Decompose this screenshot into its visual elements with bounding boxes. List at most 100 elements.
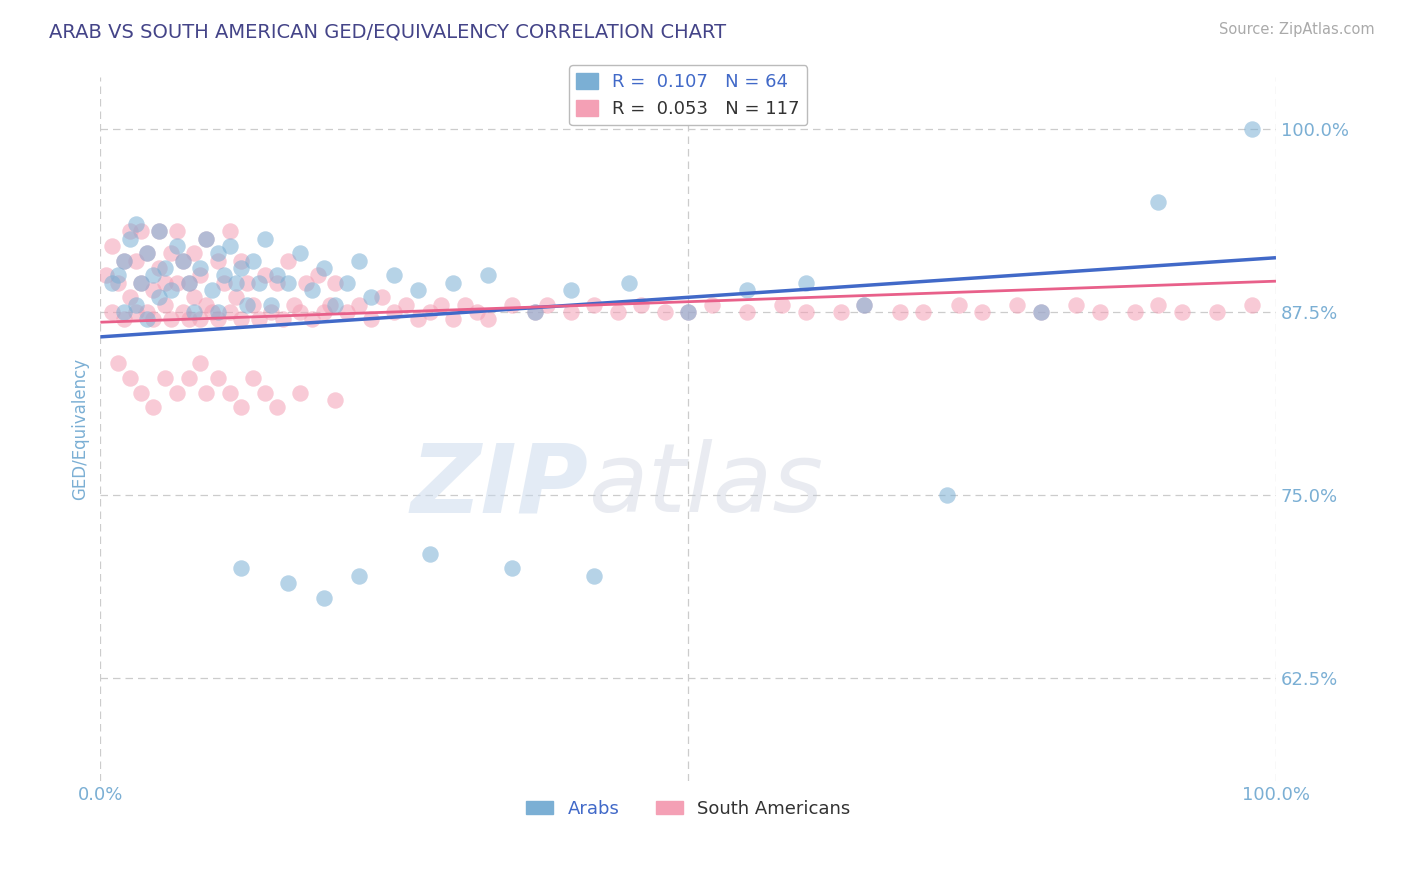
Point [131, 276, 153, 290]
Point [172, 253, 194, 268]
Point [207, 312, 229, 326]
Point [207, 253, 229, 268]
Point [160, 283, 183, 297]
Point [948, 298, 970, 312]
Point [1206, 305, 1229, 319]
Point [148, 224, 170, 238]
Point [231, 312, 253, 326]
Point [583, 298, 606, 312]
Point [283, 298, 305, 312]
Point [136, 246, 159, 260]
Point [307, 268, 329, 283]
Point [406, 312, 429, 326]
Point [183, 290, 205, 304]
Point [1123, 305, 1146, 319]
Point [1241, 298, 1264, 312]
Point [325, 392, 347, 407]
Point [166, 276, 188, 290]
Point [166, 239, 188, 253]
Point [236, 298, 259, 312]
Point [207, 371, 229, 385]
Point [676, 305, 699, 319]
Point [277, 276, 299, 290]
Point [195, 385, 218, 400]
Point [188, 260, 211, 275]
Text: Source: ZipAtlas.com: Source: ZipAtlas.com [1219, 22, 1375, 37]
Point [218, 239, 240, 253]
Point [465, 305, 488, 319]
Point [301, 312, 323, 326]
Point [1147, 194, 1170, 209]
Point [153, 371, 176, 385]
Point [142, 401, 165, 415]
Point [260, 305, 283, 319]
Point [266, 268, 288, 283]
Point [136, 312, 159, 326]
Point [395, 298, 418, 312]
Point [277, 576, 299, 591]
Point [418, 305, 440, 319]
Point [148, 224, 170, 238]
Point [1171, 305, 1194, 319]
Text: ARAB VS SOUTH AMERICAN GED/EQUIVALENCY CORRELATION CHART: ARAB VS SOUTH AMERICAN GED/EQUIVALENCY C… [49, 22, 727, 41]
Point [583, 569, 606, 583]
Point [172, 305, 194, 319]
Y-axis label: GED/Equivalency: GED/Equivalency [72, 359, 89, 500]
Point [1241, 121, 1264, 136]
Point [253, 385, 276, 400]
Point [107, 276, 129, 290]
Point [253, 268, 276, 283]
Point [524, 305, 547, 319]
Point [148, 260, 170, 275]
Point [560, 283, 582, 297]
Point [153, 298, 176, 312]
Point [231, 401, 253, 415]
Point [312, 260, 335, 275]
Legend: Arabs, South Americans: Arabs, South Americans [519, 792, 858, 825]
Point [101, 239, 124, 253]
Point [889, 305, 911, 319]
Point [382, 268, 405, 283]
Point [218, 305, 240, 319]
Point [112, 253, 135, 268]
Point [160, 246, 183, 260]
Point [112, 305, 135, 319]
Point [700, 298, 723, 312]
Point [794, 276, 817, 290]
Point [295, 276, 318, 290]
Point [1064, 298, 1087, 312]
Point [188, 312, 211, 326]
Point [418, 547, 440, 561]
Point [271, 312, 294, 326]
Point [1088, 305, 1111, 319]
Point [183, 246, 205, 260]
Point [536, 298, 558, 312]
Point [160, 312, 183, 326]
Point [853, 298, 876, 312]
Point [118, 290, 141, 304]
Point [124, 217, 146, 231]
Point [325, 298, 347, 312]
Point [107, 268, 129, 283]
Point [142, 268, 165, 283]
Point [770, 298, 793, 312]
Point [124, 305, 146, 319]
Point [225, 276, 247, 290]
Point [242, 298, 264, 312]
Point [96, 268, 118, 283]
Point [560, 305, 582, 319]
Point [131, 224, 153, 238]
Point [166, 224, 188, 238]
Point [188, 356, 211, 370]
Point [382, 305, 405, 319]
Point [406, 283, 429, 297]
Point [101, 305, 124, 319]
Point [312, 591, 335, 605]
Point [277, 253, 299, 268]
Point [290, 305, 312, 319]
Point [195, 298, 218, 312]
Point [441, 312, 464, 326]
Point [1147, 298, 1170, 312]
Text: atlas: atlas [588, 439, 824, 532]
Point [336, 305, 359, 319]
